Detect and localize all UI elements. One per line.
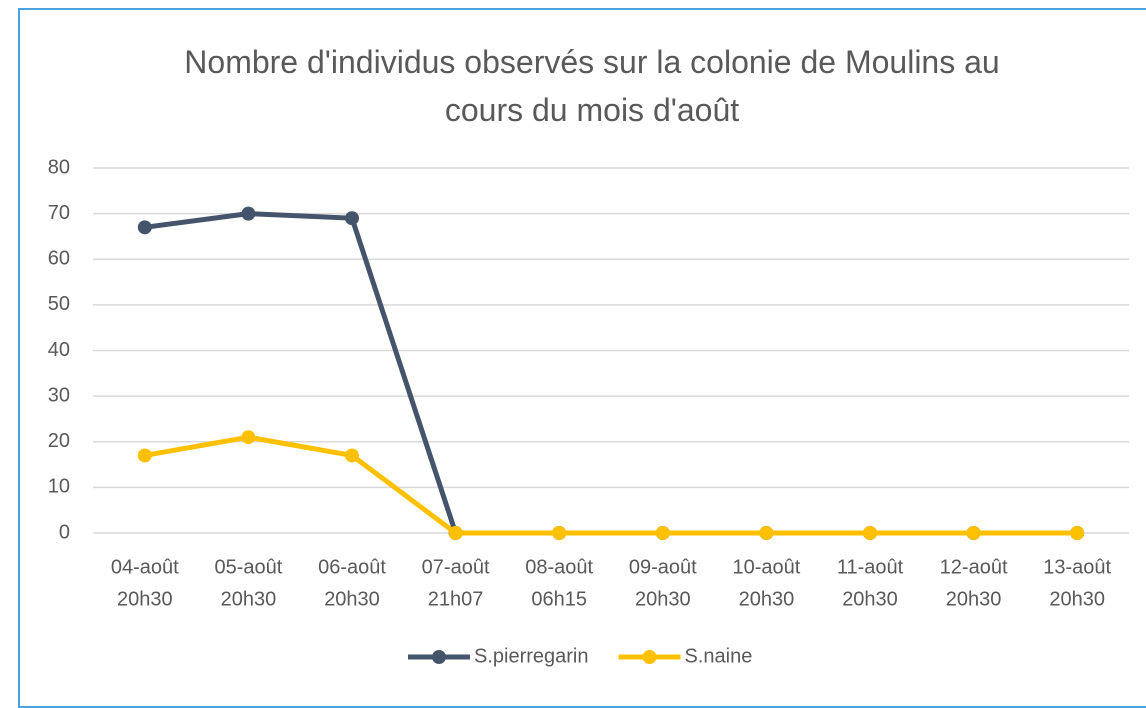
- point: [655, 526, 670, 540]
- x-tick-label: 07-août: [422, 556, 490, 578]
- y-tick-label: 80: [48, 156, 70, 178]
- y-tick-label: 50: [48, 293, 70, 315]
- x-tick-label: 20h30: [739, 588, 795, 610]
- x-tick-label: 09-août: [629, 556, 697, 578]
- point: [345, 448, 359, 463]
- point: [1070, 526, 1085, 540]
- series-line: [144, 211, 1078, 536]
- x-tick-label: 20h30: [221, 588, 277, 610]
- x-tick-label: 06-août: [318, 556, 386, 578]
- point: [966, 526, 981, 540]
- x-tick-label: 20h30: [1049, 588, 1105, 610]
- x-tick-label: 20h30: [635, 588, 691, 610]
- y-tick-label: 40: [48, 339, 70, 361]
- point: [448, 526, 463, 540]
- point: [552, 526, 567, 540]
- legend-label: S.pierregarin: [474, 645, 589, 667]
- series-line: [144, 434, 1078, 536]
- y-tick-label: 70: [48, 202, 70, 224]
- x-tick-label: 10-août: [732, 556, 800, 578]
- y-tick-label: 20: [48, 430, 70, 452]
- point: [345, 211, 359, 226]
- point: [241, 430, 256, 445]
- x-tick-label: 20h30: [324, 588, 380, 610]
- x-tick-label: 13-août: [1043, 556, 1111, 578]
- y-tick-label: 60: [48, 248, 70, 270]
- x-tick-label: 04-août: [111, 556, 179, 578]
- y-tick-label: 30: [48, 384, 70, 406]
- x-tick-label: 21h07: [428, 588, 484, 610]
- x-tick-label: 20h30: [946, 588, 1002, 610]
- point: [241, 206, 256, 221]
- x-tick-label: 08-août: [525, 556, 593, 578]
- legend-label: S.naine: [685, 645, 753, 667]
- point: [863, 526, 877, 540]
- chart-title: Nombre d'individus observés sur la colon…: [184, 44, 1000, 128]
- legend-marker: [432, 650, 446, 664]
- point: [759, 526, 774, 540]
- x-tick-label: 20h30: [117, 588, 173, 610]
- x-tick-label: 06h15: [531, 588, 587, 610]
- x-tick-label: 11-août: [837, 556, 904, 578]
- x-tick-label: 05-août: [214, 556, 282, 578]
- point: [137, 448, 152, 463]
- y-tick-label: 0: [59, 521, 70, 543]
- x-tick-label: 20h30: [842, 588, 898, 610]
- y-tick-label: 10: [48, 476, 70, 498]
- point: [137, 220, 152, 235]
- legend-marker: [642, 650, 657, 664]
- x-tick-label: 12-août: [940, 556, 1008, 578]
